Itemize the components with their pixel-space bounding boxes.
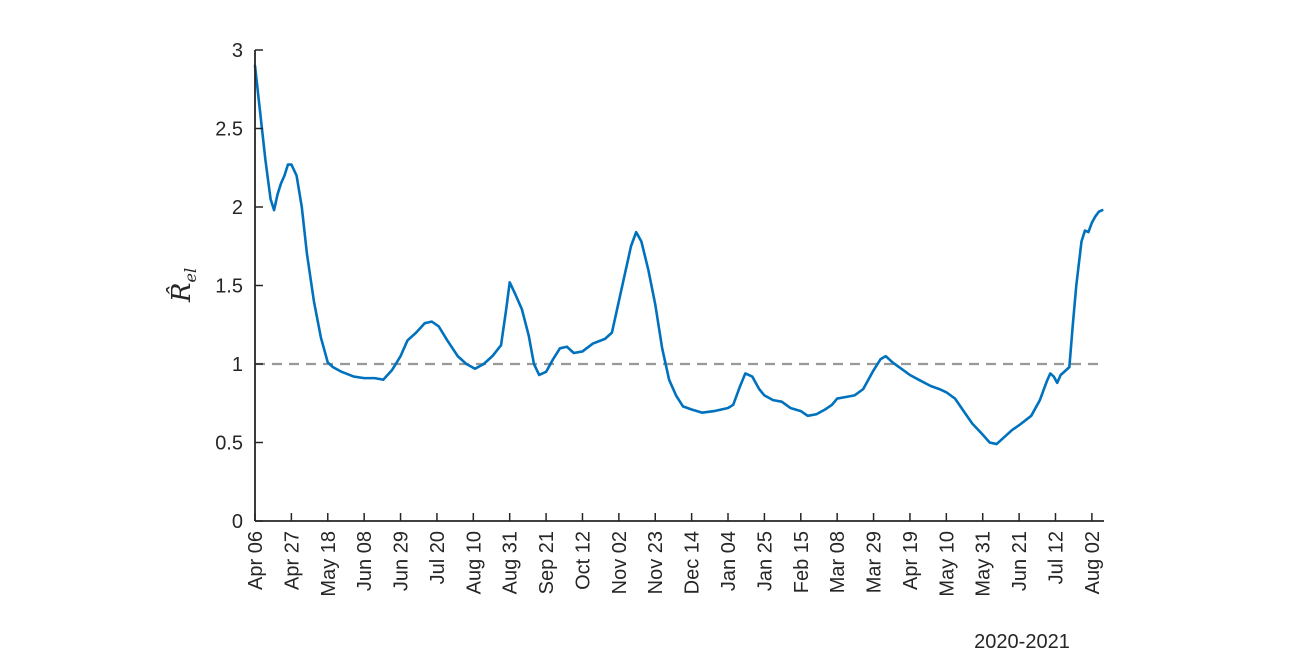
x-tick-label: Apr 06 — [245, 531, 267, 590]
y-tick-label: 1 — [232, 354, 243, 376]
x-tick-label: Nov 02 — [609, 531, 631, 594]
y-axis-label-main: R̂ — [166, 283, 197, 304]
x-tick-label: May 10 — [936, 531, 958, 597]
x-tick-label: Jun 08 — [354, 531, 376, 591]
x-tick-label: Jul 20 — [427, 531, 449, 584]
x-tick-label: Feb 15 — [791, 531, 813, 593]
x-tick-label: Mar 08 — [827, 531, 849, 593]
x-tick-label: Dec 14 — [682, 531, 704, 594]
y-tick-label: 1.5 — [215, 276, 243, 298]
x-tick-label: Jul 12 — [1045, 531, 1067, 584]
x-tick-label: Jun 29 — [391, 531, 413, 591]
x-tick-label: Apr 27 — [281, 531, 303, 590]
x-tick-label: Nov 23 — [645, 531, 667, 594]
y-tick-label: 2 — [232, 197, 243, 219]
x-tick-label: Sep 21 — [536, 531, 558, 594]
x-tick-label: Aug 02 — [1082, 531, 1104, 594]
y-tick-label: 0 — [232, 511, 243, 533]
x-tick-label: Jun 21 — [1009, 531, 1031, 591]
y-axis-label-subscript: el — [181, 268, 200, 283]
y-axis-label: R̂el — [166, 268, 200, 303]
x-tick-label: Aug 31 — [500, 531, 522, 594]
x-tick-label: Mar 29 — [864, 531, 886, 593]
x-tick-label: Oct 12 — [572, 531, 594, 590]
x-tick-label: May 18 — [318, 531, 340, 597]
x-tick-label: May 31 — [973, 531, 995, 597]
x-tick-label: Apr 19 — [900, 531, 922, 590]
series-line-0 — [253, 64, 1104, 446]
x-axis-year-label: 2020-2021 — [974, 631, 1070, 653]
y-tick-label: 0.5 — [215, 433, 243, 455]
x-tick-label: Jan 04 — [718, 531, 740, 591]
x-tick-label: Aug 10 — [463, 531, 485, 594]
y-tick-label: 2.5 — [215, 119, 243, 141]
x-tick-label: Jan 25 — [754, 531, 776, 591]
y-tick-label: 3 — [232, 40, 243, 62]
